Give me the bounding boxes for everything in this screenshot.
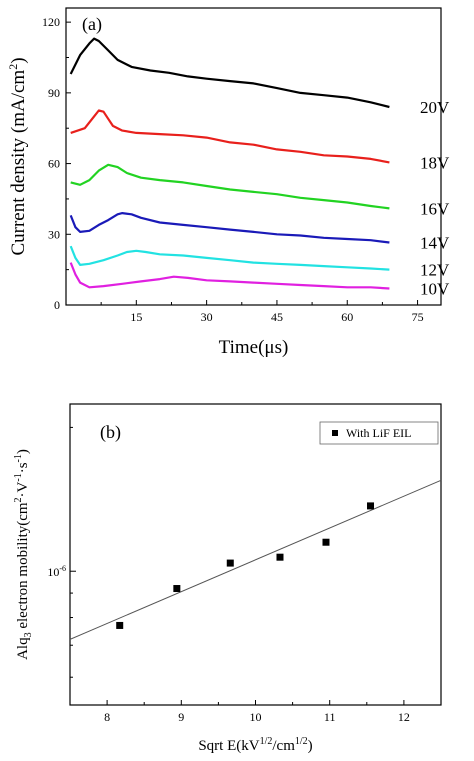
panel-a-x-tick-label: 30 bbox=[201, 310, 213, 324]
panel-a-x-tick-label: 15 bbox=[130, 310, 142, 324]
data-point bbox=[116, 621, 124, 629]
panel-b-x-tick-label: 10 bbox=[250, 710, 262, 724]
x-title-sup2: 1/2 bbox=[295, 736, 308, 747]
panel-b-x-tick-label: 12 bbox=[398, 710, 410, 724]
series-label-12V: 12V bbox=[420, 261, 450, 280]
y-tick-exp: -6 bbox=[59, 564, 66, 573]
y-title-sup1: 2 bbox=[13, 497, 24, 502]
data-point bbox=[322, 538, 330, 546]
panel-b-data-points bbox=[116, 502, 375, 629]
series-line-18V bbox=[70, 109, 390, 164]
legend-marker bbox=[332, 430, 338, 436]
data-point bbox=[367, 502, 375, 510]
panel-b-chart: 8 9 10 11 12 (b) With LiF EIL 10-6 Sqrt E(kV… bbox=[13, 403, 442, 754]
x-title-sup1: 1/2 bbox=[260, 736, 273, 747]
series-line-14V bbox=[69, 212, 390, 244]
y-title-sup3: -1 bbox=[13, 454, 24, 462]
panel-a-x-tick-label: 75 bbox=[412, 310, 424, 324]
data-point bbox=[276, 553, 284, 561]
panel-b-legend: With LiF EIL bbox=[319, 421, 439, 445]
panel-a-plot-frame bbox=[65, 7, 442, 306]
panel-a-y-title-main: Current density (mA/cm bbox=[8, 70, 29, 256]
series-label-18V: 18V bbox=[420, 153, 450, 172]
data-point bbox=[226, 559, 234, 567]
panel-b-x-tick-label: 9 bbox=[178, 710, 184, 724]
panel-b-axes-ticks: 8 9 10 11 12 bbox=[70, 426, 410, 724]
y-title-sup2: -1 bbox=[13, 473, 24, 481]
legend-box bbox=[319, 421, 439, 445]
panel-b-x-tick-label: 8 bbox=[104, 710, 110, 724]
y-title-mid2: ·s bbox=[15, 462, 31, 473]
panel-a-x-axis-title: Time(μs) bbox=[219, 337, 289, 358]
panel-b-y-tick-label: 10-6 bbox=[47, 564, 66, 579]
x-title-main: Sqrt E(kV bbox=[198, 738, 259, 754]
panel-a-x-tick-label: 45 bbox=[271, 310, 283, 324]
panel-a-y-tick-label: 0 bbox=[54, 298, 60, 312]
series-label-20V: 20V bbox=[420, 98, 450, 117]
x-title-end: ) bbox=[308, 738, 313, 754]
panel-b-x-axis-title: Sqrt E(kV1/2/cm1/2) bbox=[198, 736, 312, 754]
panel-b-x-tick-label: 11 bbox=[324, 710, 336, 724]
series-line-20V bbox=[69, 37, 390, 109]
y-title-mid1: ·V bbox=[15, 481, 31, 497]
series-label-16V: 16V bbox=[420, 199, 450, 218]
legend-label: With LiF EIL bbox=[346, 426, 412, 440]
series-line-10V bbox=[69, 262, 390, 290]
series-line-16V bbox=[70, 163, 390, 210]
series-label-10V: 10V bbox=[420, 280, 450, 299]
panel-a-y-tick-label: 120 bbox=[42, 15, 60, 29]
panel-a-series-lines bbox=[69, 37, 390, 290]
panel-a-y-tick-label: 30 bbox=[48, 227, 60, 241]
series-label-14V: 14V bbox=[420, 234, 450, 253]
panel-b-fit-line bbox=[69, 479, 442, 640]
y-title-main: electron mobility(cm bbox=[15, 502, 31, 632]
panel-a-x-tick-label: 60 bbox=[341, 310, 353, 324]
y-title-end: ) bbox=[15, 449, 31, 454]
data-point bbox=[173, 585, 181, 593]
panel-b-label: (b) bbox=[100, 422, 121, 443]
panel-a-y-tick-label: 60 bbox=[48, 157, 60, 171]
panel-b-y-axis-title: Alq3 electron mobility(cm2·V-1·s-1) bbox=[13, 449, 34, 660]
y-title-pre: Alq bbox=[15, 637, 31, 660]
panel-b-plot-frame bbox=[69, 403, 442, 706]
panel-a-y-tick-label: 90 bbox=[48, 86, 60, 100]
panel-a-y-title-sup: 2 bbox=[6, 64, 20, 70]
x-title-mid: /cm bbox=[272, 738, 295, 754]
panel-a-axes-ticks: 15 30 45 60 75 0 30 60 90 120 bbox=[42, 15, 424, 324]
panel-a-y-axis-title: Current density (mA/cm2) bbox=[6, 57, 29, 255]
panel-a-y-title-end: ) bbox=[8, 57, 29, 63]
panel-a-label: (a) bbox=[82, 14, 102, 35]
y-tick-base: 10 bbox=[47, 565, 59, 579]
y-title-sub: 3 bbox=[23, 632, 34, 637]
series-line-12V bbox=[69, 245, 390, 271]
